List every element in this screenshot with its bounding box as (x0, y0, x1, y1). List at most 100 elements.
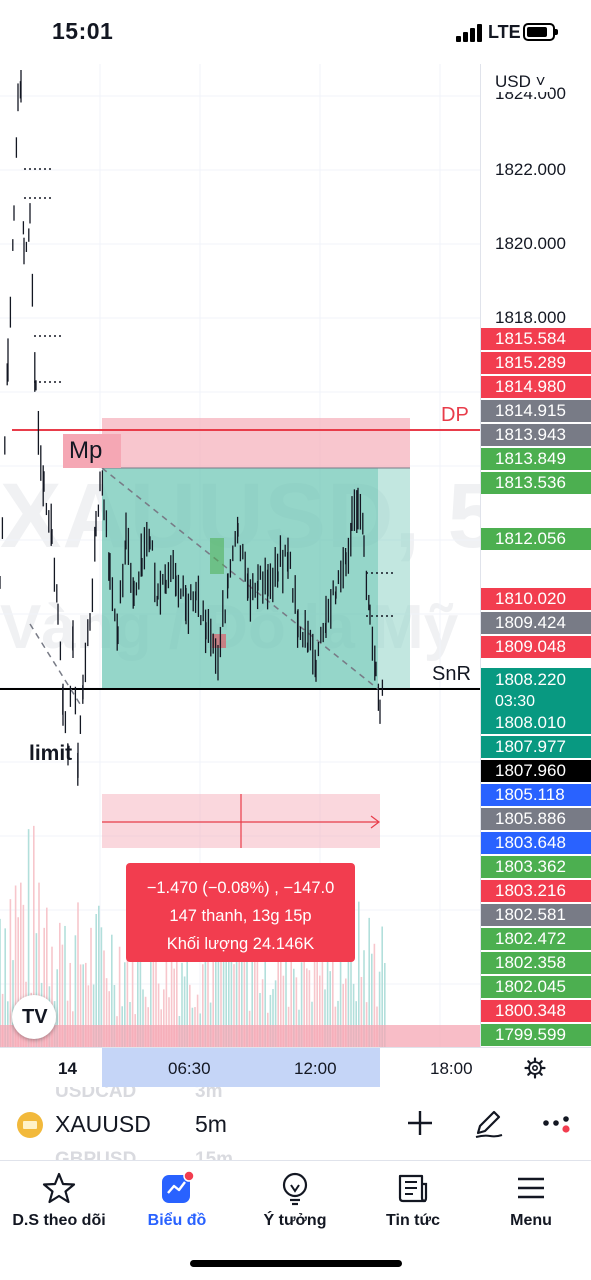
price-tag: 1813.849 (481, 448, 591, 470)
price-tag-value: 1815.584 (495, 329, 566, 348)
bottom-navigation: D.S theo dõi Biểu đồ Ý tưởng Tin tức (0, 1162, 591, 1280)
price-tag-value: 1799.599 (495, 1025, 566, 1044)
add-plus-icon[interactable] (402, 1105, 438, 1141)
symbol-name[interactable]: XAUUSD (55, 1111, 151, 1137)
price-tag-value: 1803.648 (495, 833, 566, 852)
price-tag: 1805.118 (481, 784, 591, 806)
price-tick: 1820.000 (495, 234, 566, 253)
price-scale[interactable]: 1824.000 1822.000 1820.000 1818.000 USD … (480, 64, 591, 1047)
price-tag-value: 1800.348 (495, 1001, 566, 1020)
price-tag-value: 1810.020 (495, 589, 566, 608)
price-tag: 1799.599 (481, 1024, 591, 1046)
price-tag: 1803.648 (481, 832, 591, 854)
ghost-interval: 3m (195, 1087, 223, 1102)
price-tag: 1802.358 (481, 952, 591, 974)
price-tag-value: 1808.010 (495, 713, 566, 732)
price-tag-value: 1813.943 (495, 425, 566, 444)
chart-icon (162, 1170, 195, 1203)
settings-gear-icon[interactable] (524, 1057, 546, 1079)
more-dots-icon[interactable] (540, 1105, 576, 1141)
chevron-down-icon: ˅ (530, 72, 546, 91)
price-tag-value: 1805.118 (495, 785, 565, 804)
price-candles (0, 70, 384, 786)
price-tag-value: 1812.056 (495, 529, 566, 548)
price-tag-value: 1802.581 (495, 905, 566, 924)
time-axis[interactable]: 14 06:30 12:00 18:00 (0, 1047, 591, 1088)
info-volume: Khối lượng 24.146K (166, 935, 315, 953)
price-tag: 1802.045 (481, 976, 591, 998)
status-time: 15:01 (52, 18, 114, 44)
time-range-highlight (102, 1048, 380, 1088)
nav-label: D.S theo dõi (12, 1212, 106, 1229)
price-tag: 1807.977 (481, 736, 591, 758)
network-type: LTE (488, 22, 521, 42)
battery-icon (523, 23, 558, 41)
nav-menu[interactable]: Menu (472, 1170, 590, 1240)
date-range-arrow (370, 815, 380, 829)
price-tag-value: 1802.358 (495, 953, 566, 972)
price-tag: 1812.056 (481, 528, 591, 550)
volume-zone (0, 1025, 480, 1047)
price-tag-value: 1802.045 (495, 977, 566, 996)
price-tag-value: 1802.472 (495, 929, 566, 948)
news-icon (398, 1174, 428, 1203)
price-tag: 1810.020 (481, 588, 591, 610)
nav-news[interactable]: Tin tức (354, 1170, 472, 1240)
price-tag-value: 1809.048 (495, 637, 566, 656)
target-zone (102, 468, 410, 689)
time-label: 18:00 (430, 1059, 473, 1078)
nav-watchlist[interactable]: D.S theo dõi (0, 1170, 118, 1240)
date-range-info: −1.470 (−0.08%) , −147.0 147 thanh, 13g … (126, 863, 355, 962)
nav-label: Biểu đồ (147, 1212, 207, 1229)
currency-selector[interactable]: USD ˅ (495, 72, 550, 92)
price-tag-value: 1807.977 (495, 737, 566, 756)
mp-label[interactable]: Mp (63, 434, 121, 468)
limit-label[interactable]: limit (29, 742, 73, 765)
trend-dashed-line (101, 467, 379, 690)
price-tag: 1803.362 (481, 856, 591, 878)
price-tag: 1813.536 (481, 472, 591, 494)
price-tag: 1814.980 (481, 376, 591, 398)
price-tag: 1805.886 (481, 808, 591, 830)
price-tag-value: 1808.220 (495, 670, 566, 689)
price-tag-value: 1813.536 (495, 473, 566, 492)
star-icon (42, 1172, 76, 1204)
trend-dashed-line-2 (29, 623, 81, 705)
price-tag: 1808.010 (481, 712, 591, 734)
signal-icon (456, 24, 484, 42)
home-indicator (190, 1260, 402, 1267)
info-bars: 147 thanh, 13g 15p (169, 907, 312, 925)
time-label: 06:30 (168, 1059, 211, 1078)
price-tick: 1822.000 (495, 160, 566, 179)
price-tag: 1808.220 03:30 (481, 668, 591, 714)
green-marker (210, 538, 224, 574)
nav-label: Tin tức (386, 1212, 440, 1229)
nav-label: Menu (510, 1212, 552, 1229)
price-tag: 1807.960 (481, 760, 591, 782)
price-tag: 1814.915 (481, 400, 591, 422)
ghost-interval: 15m (195, 1149, 234, 1161)
tv-logo-icon: TV (22, 1006, 48, 1028)
nav-ideas[interactable]: Ý tưởng (236, 1170, 354, 1240)
price-tag-value: 1803.362 (495, 857, 566, 876)
snr-label[interactable]: SnR (432, 663, 471, 685)
ghost-symbol: GBPUSD (55, 1149, 137, 1161)
red-marker (212, 634, 226, 648)
price-tag-value: 1814.980 (495, 377, 566, 396)
price-tag: 1809.424 (481, 612, 591, 634)
chart-area[interactable]: XAUUSD, 5 Vàng / Đô la Mỹ Mp DP SnR limi… (0, 64, 480, 1047)
dp-label[interactable]: DP (441, 404, 469, 426)
stop-zone (102, 418, 410, 468)
drawing-pen-icon[interactable] (470, 1105, 506, 1141)
ghost-symbol: USDCAD (55, 1087, 137, 1102)
chart-canvas[interactable] (0, 64, 480, 1047)
price-tag-value: 1813.849 (495, 449, 566, 468)
tradingview-logo[interactable]: TV (12, 995, 56, 1039)
interval-selector[interactable]: 5m (195, 1111, 227, 1137)
nav-chart[interactable]: Biểu đồ (118, 1170, 236, 1240)
price-tag-value: 1805.886 (495, 809, 566, 828)
price-tag: 1800.348 (481, 1000, 591, 1022)
price-tag: 1815.584 (481, 328, 591, 350)
price-tag: 1813.943 (481, 424, 591, 446)
price-tag: 1809.048 (481, 636, 591, 658)
